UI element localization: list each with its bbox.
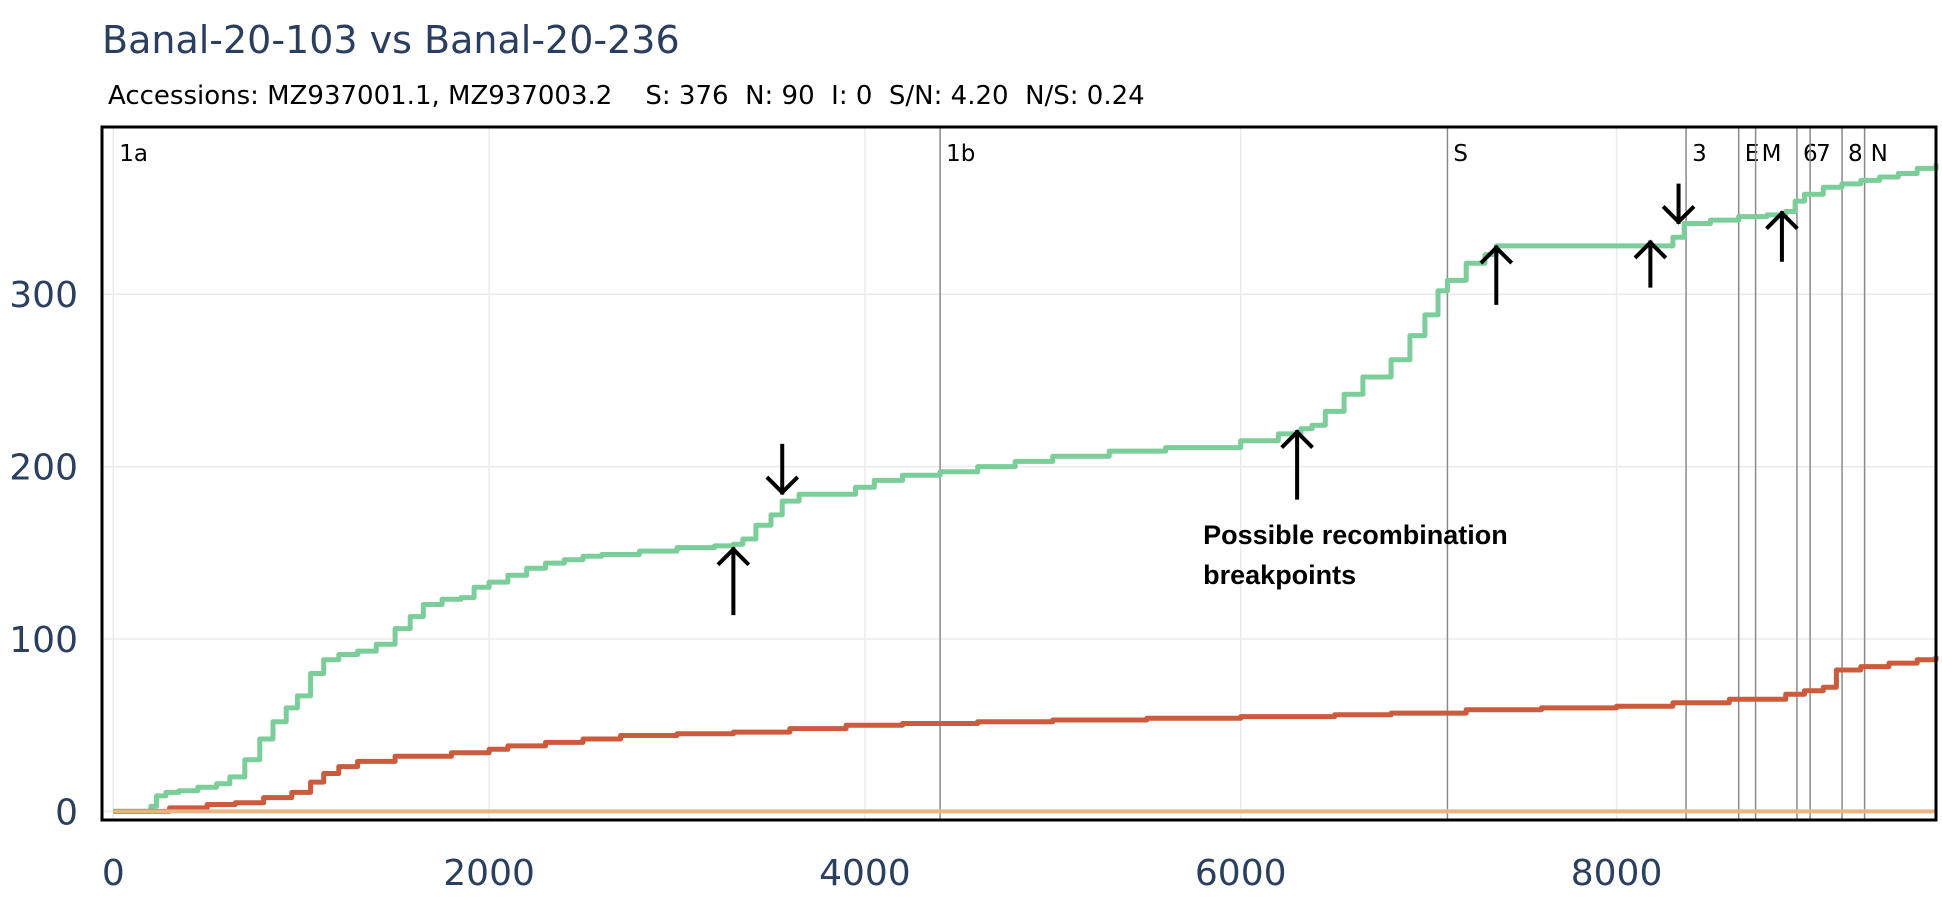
breakpoint-arrow	[1661, 183, 1696, 225]
chart-subtitle: Accessions: MZ937001.1, MZ937003.2 S: 37…	[108, 81, 1145, 111]
region-label: M	[1762, 141, 1782, 167]
series-line-S	[113, 163, 1939, 814]
y-tick-label: 100	[9, 620, 78, 661]
x-tick-label: 2000	[443, 853, 535, 894]
breakpoint-arrow	[716, 546, 751, 616]
y-tick-label: 200	[9, 448, 78, 489]
region-label: 3	[1692, 141, 1707, 167]
region-label: 8	[1848, 141, 1863, 167]
breakpoint-arrow	[1765, 210, 1799, 262]
breakpoint-arrow	[1280, 429, 1314, 500]
region-label: 1b	[946, 141, 975, 167]
series-line-N	[113, 656, 1939, 814]
region-label: N	[1871, 141, 1888, 167]
x-tick-label: 4000	[819, 853, 911, 894]
x-tick-label: 6000	[1195, 853, 1287, 894]
breakpoint-arrow	[765, 443, 800, 496]
region-boundaries: 1a1bS3EM678N	[119, 127, 1888, 820]
breakpoint-arrows	[716, 183, 1799, 616]
annotation-text: breakpoints	[1203, 560, 1356, 590]
annotations: Possible recombination breakpoints	[1203, 520, 1508, 590]
grid	[102, 127, 1936, 820]
series-lines	[113, 163, 1939, 814]
breakpoint-arrow	[1479, 244, 1514, 305]
region-label: 1a	[119, 141, 148, 167]
plot-frame	[100, 125, 1938, 822]
chart-title: Banal-20-103 vs Banal-20-236	[102, 18, 680, 62]
region-label: 7	[1816, 141, 1831, 167]
y-tick-label: 0	[55, 792, 78, 833]
annotation-text: Possible recombination	[1203, 520, 1508, 550]
breakpoint-arrow	[1633, 239, 1668, 288]
axis-ticks: 0 2000 4000 6000 8000 0 100 200 300	[9, 275, 1662, 894]
x-tick-label: 0	[102, 853, 125, 894]
x-tick-label: 8000	[1571, 853, 1663, 894]
y-tick-label: 300	[9, 275, 78, 316]
region-label: S	[1453, 141, 1468, 167]
region-label: E	[1745, 141, 1760, 167]
